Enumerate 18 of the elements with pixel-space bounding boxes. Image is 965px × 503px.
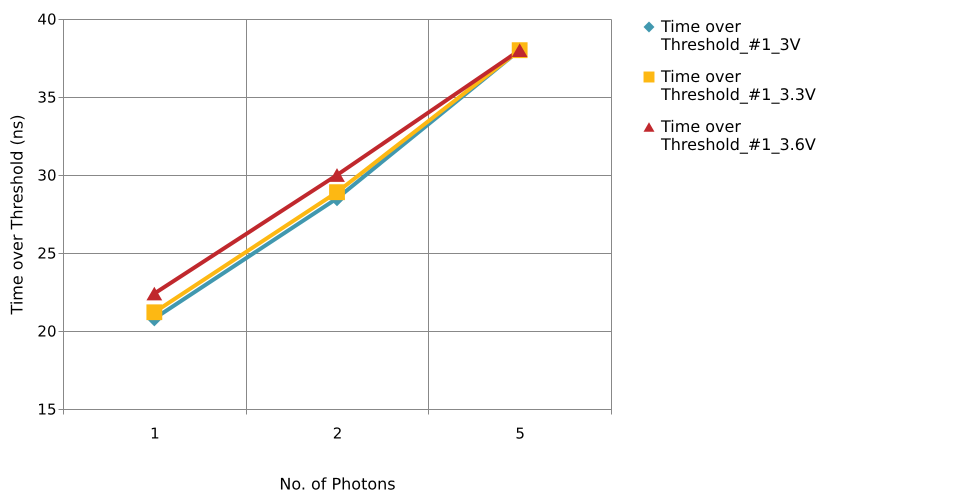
point xyxy=(146,304,162,320)
point xyxy=(146,286,162,300)
point xyxy=(329,184,345,200)
y-tick-label: 25 xyxy=(37,244,56,262)
legend-label: Time over Threshold_#1_3V xyxy=(660,17,801,54)
x-tick-label: 1 xyxy=(150,424,160,442)
legend-label: Time over Threshold_#1_3.3V xyxy=(660,67,816,104)
y-tick-label: 15 xyxy=(37,400,56,418)
y-tick-label: 35 xyxy=(37,88,56,106)
x-tick-label: 5 xyxy=(515,424,525,442)
y-tick-label: 30 xyxy=(37,166,56,184)
legend-label: Time over Threshold_#1_3.6V xyxy=(660,117,816,154)
x-axis-title: No. of Photons xyxy=(279,474,396,494)
y-tick-label: 20 xyxy=(37,322,56,340)
y-axis-title: Time over Threshold (ns) xyxy=(7,114,26,316)
point xyxy=(329,168,345,182)
y-tick-label: 40 xyxy=(37,10,56,28)
x-tick-label: 2 xyxy=(332,424,342,442)
